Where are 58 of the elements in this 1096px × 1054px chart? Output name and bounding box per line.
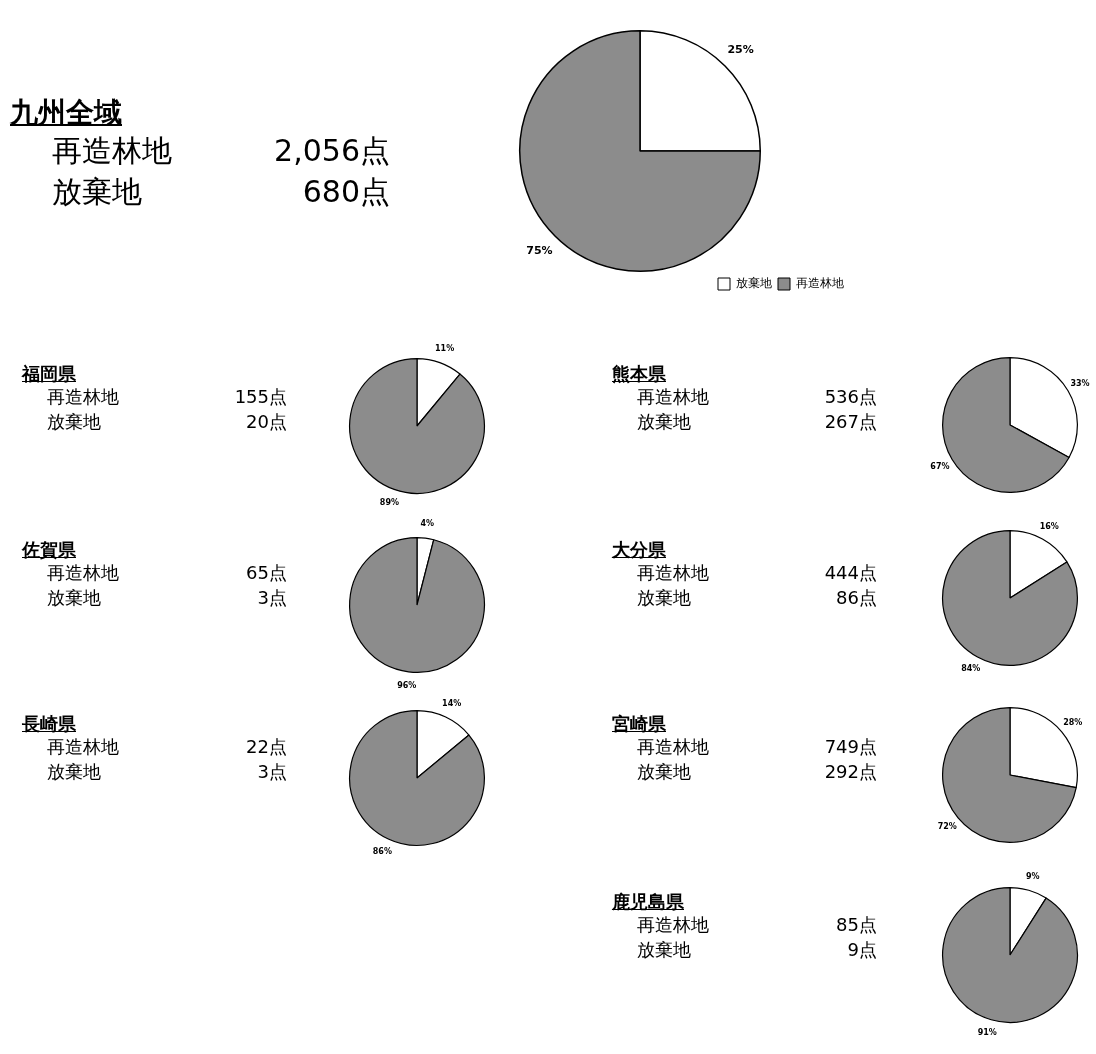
- text: 536点: [824, 385, 877, 410]
- text: 65点: [246, 561, 287, 586]
- text: 放棄地: [47, 409, 102, 434]
- text: 444点: [824, 561, 877, 586]
- text: 再造林地: [47, 735, 120, 760]
- data-label: 33%: [1070, 378, 1090, 388]
- text: 3点: [257, 759, 287, 784]
- data-label: 84%: [961, 664, 981, 674]
- text: 749点: [824, 735, 877, 760]
- text: 再造林地: [52, 132, 172, 171]
- text: 再造林地: [637, 561, 710, 586]
- text: 292点: [824, 759, 877, 784]
- text: 3点: [257, 585, 287, 610]
- text: 再造林地: [637, 385, 710, 410]
- data-label: 89%: [379, 497, 399, 507]
- text: 放棄地: [637, 937, 692, 962]
- text: 放棄地: [637, 585, 692, 610]
- data-label: 72%: [937, 821, 957, 831]
- text: 680点: [302, 172, 390, 211]
- text: 155点: [234, 385, 287, 410]
- text: 放棄地: [637, 409, 692, 434]
- text: 放棄地: [52, 172, 142, 211]
- text: 鹿児島県: [612, 890, 685, 914]
- text: 9点: [847, 937, 877, 962]
- text: 267点: [824, 409, 877, 434]
- legend-label: 放棄地: [736, 276, 772, 291]
- legend-label: 再造林地: [796, 276, 844, 291]
- data-label: 11%: [435, 344, 455, 354]
- text: 22点: [246, 735, 287, 760]
- text: 宮崎県: [612, 712, 667, 736]
- data-label: 91%: [977, 1028, 997, 1038]
- text: 大分県: [612, 538, 667, 562]
- text: 熊本県: [612, 362, 667, 386]
- text: 86点: [836, 585, 877, 610]
- text: 放棄地: [47, 759, 102, 784]
- text: 再造林地: [47, 385, 120, 410]
- data-label: 25%: [727, 43, 754, 57]
- data-label: 9%: [1025, 871, 1040, 881]
- text: 20点: [246, 409, 287, 434]
- data-label: 28%: [1063, 718, 1083, 728]
- text: 佐賀県: [22, 538, 77, 562]
- data-label: 14%: [442, 699, 462, 709]
- text: 再造林地: [637, 735, 710, 760]
- text: 2,056点: [274, 132, 390, 171]
- data-label: 4%: [420, 519, 434, 529]
- data-label: 96%: [397, 680, 417, 690]
- text: 再造林地: [47, 561, 120, 586]
- text: 九州全域: [10, 95, 123, 131]
- text: 85点: [836, 913, 877, 938]
- data-label: 67%: [930, 461, 950, 471]
- data-label: 75%: [526, 244, 553, 258]
- text: 福岡県: [22, 362, 77, 386]
- data-label: 16%: [1039, 521, 1059, 531]
- text: 放棄地: [637, 759, 692, 784]
- data-label: 86%: [372, 846, 392, 856]
- text: 再造林地: [637, 913, 710, 938]
- text: 放棄地: [47, 585, 102, 610]
- text: 長崎県: [22, 712, 77, 736]
